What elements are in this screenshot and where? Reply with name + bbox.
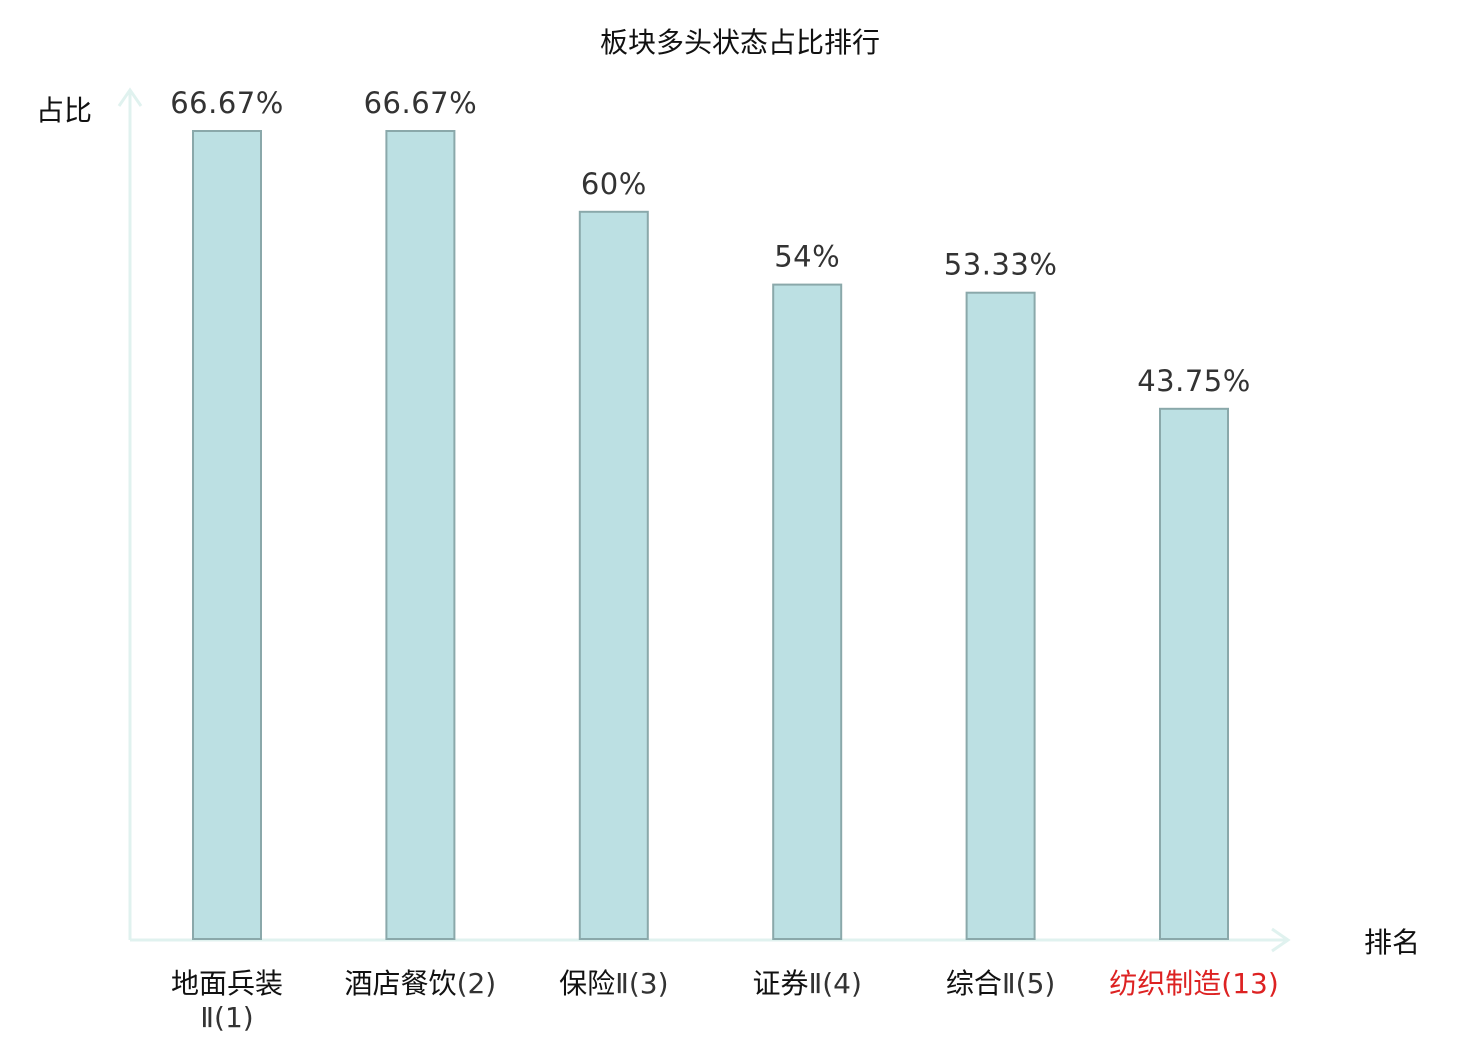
x-tick-label-suffix: Ⅱ(1) (200, 1001, 253, 1034)
x-tick-label-4: 证券Ⅱ(4) (752, 967, 861, 1000)
x-tick-label-suffix: Ⅱ(5) (1002, 967, 1055, 1000)
x-tick-label-suffix: Ⅱ(4) (808, 967, 861, 1000)
x-tick-label-suffix: (13) (1221, 967, 1278, 1000)
x-tick-label-1: 地面兵装 Ⅱ(1) (171, 967, 283, 1034)
category-labels: 地面兵装 Ⅱ(1) 酒店餐饮(2) 保险Ⅱ(3) 证券Ⅱ(4) 综合Ⅱ(5) 纺织制造(13… (171, 967, 1279, 1034)
chart-title: 板块多头状态占比排行 (600, 26, 880, 59)
x-axis-arrow (1271, 927, 1291, 953)
x-tick-label-name: 保险 (559, 967, 615, 1000)
data-label-5: 53.33% (944, 248, 1058, 282)
x-tick-label-6: 纺织制造(13) (1109, 967, 1279, 1000)
data-label-3: 60% (581, 167, 647, 201)
value-labels: 66.67% 66.67% 60% 54% 53.33% 43.75% (170, 86, 1251, 398)
x-tick-label-name: 地面兵装 (171, 967, 283, 1000)
x-axis-label: 排名 (1364, 926, 1420, 959)
x-tick-label-name: 酒店餐饮 (345, 967, 457, 1000)
bar-2 (385, 130, 456, 940)
x-tick-label-suffix: Ⅱ(3) (615, 967, 668, 1000)
x-axis: 排名 (130, 926, 1420, 959)
x-tick-label-3: 保险Ⅱ(3) (559, 967, 668, 1000)
x-tick-label-2: 酒店餐饮(2) (345, 967, 497, 1000)
bar-5 (965, 291, 1036, 940)
bar-6 (1159, 407, 1229, 940)
y-axis-arrow (117, 87, 143, 107)
bar-3 (578, 210, 649, 941)
bar-4 (772, 283, 843, 941)
data-label-4: 54% (774, 240, 840, 274)
data-label-2: 66.67% (364, 86, 478, 120)
data-label-6: 43.75% (1137, 364, 1251, 398)
x-tick-label-name: 综合 (946, 967, 1002, 1000)
x-tick-label-name: 证券 (752, 967, 808, 1000)
y-axis: 占比 (36, 87, 143, 940)
bar-series (192, 130, 1229, 941)
bar-1 (192, 130, 262, 940)
data-label-1: 66.67% (170, 86, 284, 120)
x-tick-label-name: 纺织制造 (1109, 967, 1221, 1000)
x-tick-label-suffix: (2) (457, 967, 497, 1000)
y-axis-label: 占比 (36, 94, 92, 127)
x-tick-label-5: 综合Ⅱ(5) (946, 967, 1055, 1000)
